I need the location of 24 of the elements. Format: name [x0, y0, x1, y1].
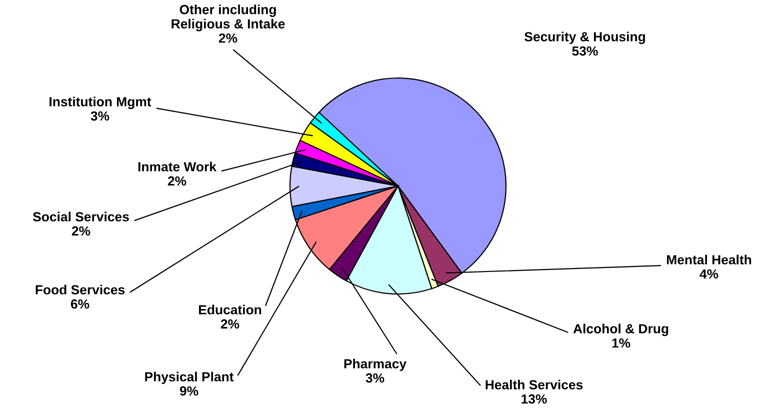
slice-label: Inmate Work: [138, 162, 216, 172]
data-label: 3%: [90, 111, 110, 121]
data-label: 53%: [572, 46, 598, 56]
data-label: 2%: [218, 33, 238, 43]
data-label: 9%: [180, 386, 198, 396]
slice-label: Other including Religious & Intake: [172, 4, 285, 32]
slice-label: Alcohol & Drug: [573, 324, 668, 336]
slice-label: Institution Mgmt: [50, 96, 152, 110]
data-label: 1%: [612, 338, 630, 348]
data-label: 3%: [366, 373, 384, 383]
data-label: 4%: [700, 269, 718, 279]
slice-label: Social Services: [32, 212, 129, 222]
data-label: 13%: [522, 394, 547, 404]
slice-label: Security & Housing: [524, 32, 645, 44]
data-label: 2%: [168, 176, 186, 186]
slice-label: Education: [198, 304, 262, 314]
slice-label: Physical Plant: [145, 372, 234, 384]
data-label: 2%: [220, 319, 240, 329]
slice-label: Food Services: [36, 284, 125, 294]
data-label: 6%: [70, 299, 90, 309]
slice-label: Health Services: [486, 380, 583, 390]
slice-label: Pharmacy: [344, 358, 406, 372]
data-label: 2%: [72, 226, 90, 236]
slice-label: Mental Health: [666, 254, 752, 264]
